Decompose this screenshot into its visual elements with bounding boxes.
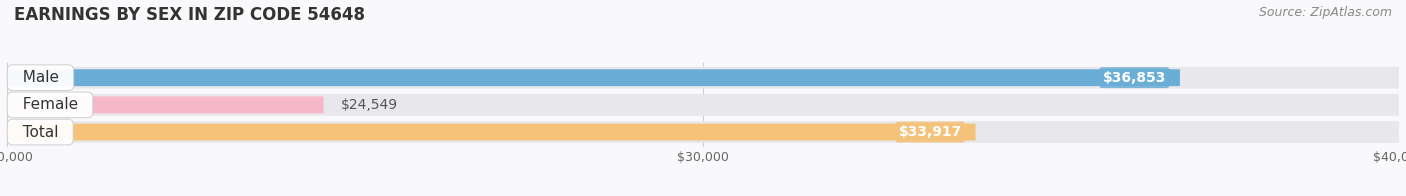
FancyBboxPatch shape [7,124,976,141]
Text: EARNINGS BY SEX IN ZIP CODE 54648: EARNINGS BY SEX IN ZIP CODE 54648 [14,6,366,24]
Text: Source: ZipAtlas.com: Source: ZipAtlas.com [1258,6,1392,19]
FancyBboxPatch shape [7,96,323,113]
Text: Female: Female [13,97,87,112]
Text: $33,917: $33,917 [898,125,962,139]
FancyBboxPatch shape [7,121,1399,143]
Text: Male: Male [13,70,69,85]
Text: Total: Total [13,124,67,140]
FancyBboxPatch shape [7,94,1399,116]
Text: $24,549: $24,549 [342,98,398,112]
FancyBboxPatch shape [7,67,1399,89]
Text: $36,853: $36,853 [1102,71,1166,85]
FancyBboxPatch shape [7,69,1180,86]
